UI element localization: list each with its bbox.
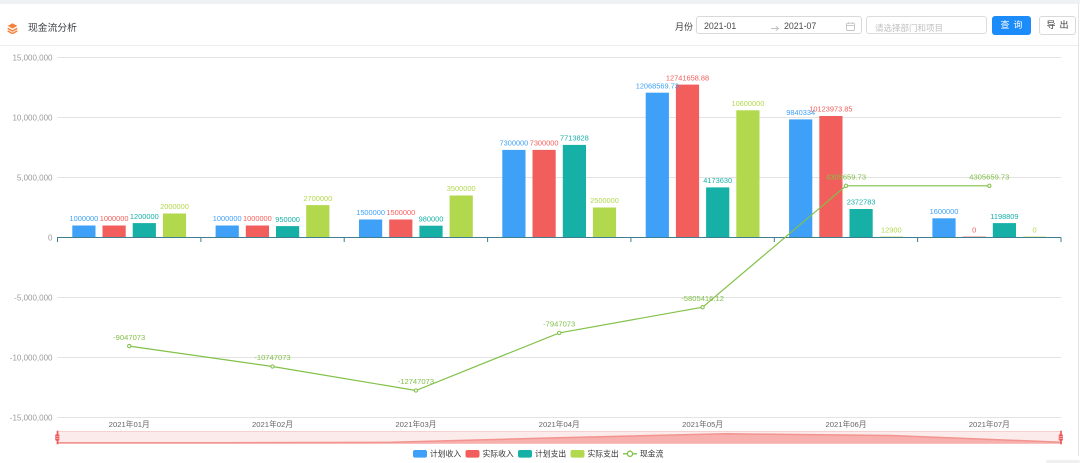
svg-text:计划支出: 计划支出 <box>535 449 566 459</box>
svg-text:-5805416.12: -5805416.12 <box>681 294 724 303</box>
svg-text:实际收入: 实际收入 <box>483 449 514 459</box>
svg-text:0: 0 <box>48 233 53 242</box>
svg-text:950000: 950000 <box>275 215 300 224</box>
svg-text:10123973.85: 10123973.85 <box>809 105 852 114</box>
svg-text:15,000,000: 15,000,000 <box>12 53 53 62</box>
svg-text:-15,000,000: -15,000,000 <box>10 413 53 422</box>
svg-text:4305659.73: 4305659.73 <box>826 173 866 182</box>
svg-text:2021年05月: 2021年05月 <box>682 419 723 429</box>
svg-text:5,000,000: 5,000,000 <box>17 173 53 182</box>
svg-text:2021年02月: 2021年02月 <box>252 419 293 429</box>
svg-text:实际支出: 实际支出 <box>588 449 619 459</box>
svg-text:1000000: 1000000 <box>243 214 272 223</box>
svg-text:1000000: 1000000 <box>100 214 129 223</box>
svg-text:12741658.88: 12741658.88 <box>666 73 709 82</box>
svg-text:-9047073: -9047073 <box>113 333 145 342</box>
svg-text:4305659.73: 4305659.73 <box>969 173 1009 182</box>
svg-text:3500000: 3500000 <box>447 184 476 193</box>
svg-text:2021年04月: 2021年04月 <box>539 419 580 429</box>
svg-text:2021年03月: 2021年03月 <box>395 419 436 429</box>
svg-text:-10747073: -10747073 <box>254 353 290 362</box>
svg-text:7713828: 7713828 <box>560 134 589 143</box>
svg-text:7300000: 7300000 <box>530 139 559 148</box>
svg-text:12900: 12900 <box>881 225 902 234</box>
svg-text:0: 0 <box>1033 225 1037 234</box>
svg-text:现金流: 现金流 <box>640 449 664 459</box>
svg-text:2500000: 2500000 <box>590 196 619 205</box>
svg-text:4173630: 4173630 <box>703 176 732 185</box>
svg-text:2000000: 2000000 <box>160 202 189 211</box>
svg-text:2700000: 2700000 <box>303 194 332 203</box>
svg-text:7300000: 7300000 <box>500 139 529 148</box>
svg-text:1600000: 1600000 <box>930 207 959 216</box>
svg-text:0: 0 <box>972 225 976 234</box>
svg-text:12068569.73: 12068569.73 <box>636 81 679 90</box>
svg-text:1000000: 1000000 <box>213 214 242 223</box>
svg-text:-10,000,000: -10,000,000 <box>10 353 53 362</box>
svg-text:计划收入: 计划收入 <box>430 449 461 459</box>
svg-text:2372783: 2372783 <box>847 198 876 207</box>
svg-text:980000: 980000 <box>419 214 444 223</box>
svg-text:-5,000,000: -5,000,000 <box>14 293 53 302</box>
svg-text:1000000: 1000000 <box>70 214 99 223</box>
svg-text:2021年07月: 2021年07月 <box>969 419 1010 429</box>
svg-text:10600000: 10600000 <box>731 99 764 108</box>
svg-text:1200000: 1200000 <box>130 212 159 221</box>
svg-text:1500000: 1500000 <box>386 208 415 217</box>
svg-text:1198809: 1198809 <box>990 212 1018 221</box>
svg-text:-12747073: -12747073 <box>398 377 434 386</box>
svg-text:9840334: 9840334 <box>786 108 815 117</box>
svg-text:1500000: 1500000 <box>356 208 385 217</box>
svg-text:2021年01月: 2021年01月 <box>109 419 150 429</box>
svg-text:10,000,000: 10,000,000 <box>12 113 53 122</box>
svg-text:-7947073: -7947073 <box>543 320 575 329</box>
svg-text:2021年06月: 2021年06月 <box>825 419 866 429</box>
